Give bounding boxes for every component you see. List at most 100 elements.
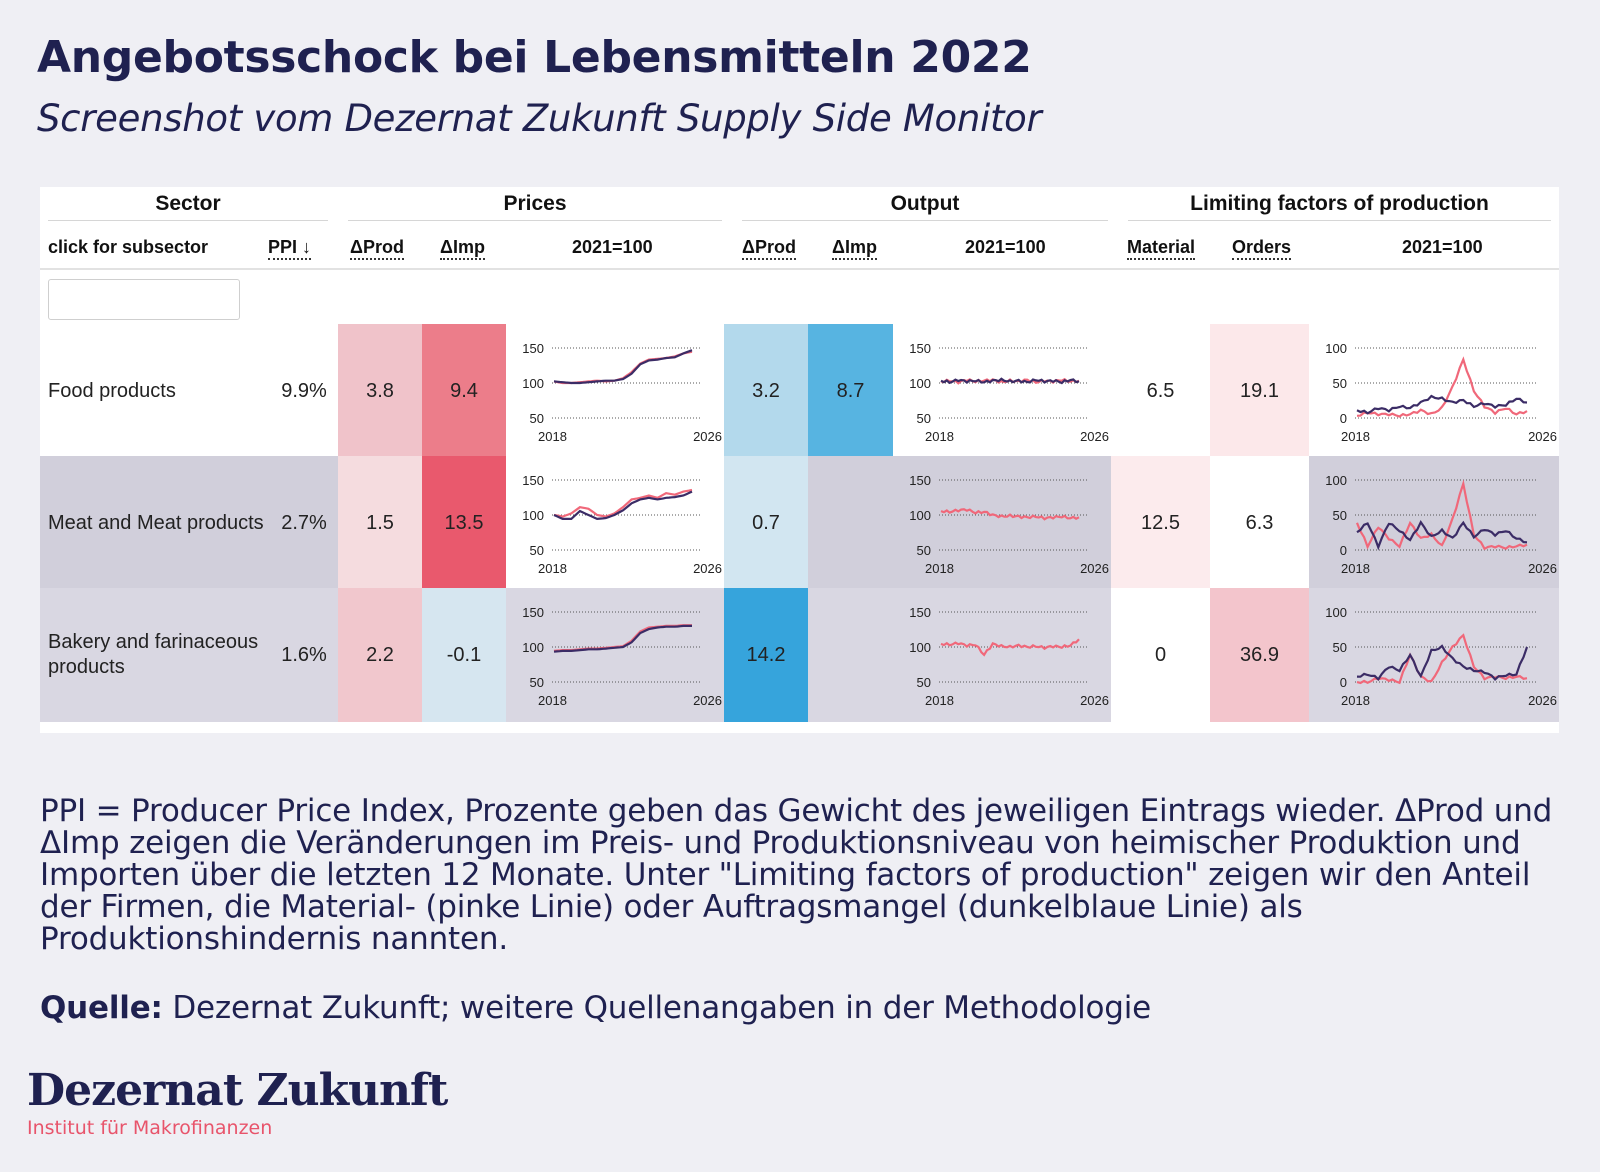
material-series-line [940,508,1080,521]
sector-name[interactable]: Meat and Meat products [48,511,264,534]
column-header-output-imp[interactable]: ΔImp [832,225,877,269]
column-header-subsector: click for subsector [48,237,209,257]
y-tick-label: 50 [917,411,931,426]
output-sparkline-chart: 150 100 50 2018 2026 [893,324,1111,458]
column-header-orders[interactable]: Orders [1232,225,1292,269]
x-tick-label: 2018 [538,693,567,708]
page-title: Angebotsschock bei Lebensmitteln 2022 [37,32,1032,83]
y-tick-label: 100 [1325,341,1347,356]
y-tick-label: 50 [530,675,544,690]
output-prod-value: 14.2 [724,588,808,722]
output-sparkline-chart: 150 100 50 2018 2026 [893,588,1111,722]
y-tick-label: 150 [522,473,544,488]
y-tick-label: 50 [917,543,931,558]
limiting-sparkline-chart: 100 50 0 2018 2026 [1309,324,1559,458]
y-tick-label: 50 [1333,376,1347,391]
column-header-material[interactable]: Material [1127,225,1196,269]
column-header-prices-prod[interactable]: ΔProd [350,225,404,269]
x-tick-label: 2018 [538,561,567,576]
column-header-output-index: 2021=100 [965,237,1046,257]
x-tick-label: 2018 [925,429,954,444]
y-tick-label: 100 [909,376,931,391]
ppi-value: 1.6% [281,643,327,666]
material-series-line [940,638,1080,657]
header-divider [40,268,1559,270]
ppi-value: 9.9% [281,379,327,402]
x-tick-label: 2018 [1341,429,1370,444]
price-sparkline: 150 100 50 2018 2026 [506,588,724,722]
output-prod-value: 0.7 [724,456,808,590]
price-sparkline-chart: 150 100 50 2018 2026 [506,456,724,590]
price-sparkline-chart: 150 100 50 2018 2026 [506,324,724,458]
column-header-output-prod[interactable]: ΔProd [742,225,796,269]
subsector-filter-input[interactable] [48,279,240,320]
column-header-ppi[interactable]: PPI ↓ [268,225,312,269]
y-tick-label: 150 [909,605,931,620]
y-tick-label: 150 [909,473,931,488]
material-series-line [1355,479,1528,551]
prices-prod-value: 3.8 [338,324,422,458]
y-tick-label: 100 [522,376,544,391]
orders-series-line [1356,394,1528,415]
material-series-line [1356,356,1528,418]
orders-value: 19.1 [1210,324,1309,458]
orders-series-line [553,349,693,385]
prices-prod-value: 2.2 [338,588,422,722]
group-header-limiting-factors: Limiting factors of production [1120,187,1559,221]
x-tick-label: 2026 [1528,429,1557,444]
limiting-sparkline: 100 50 0 2018 2026 [1309,456,1559,590]
x-tick-label: 2018 [538,429,567,444]
orders-series-line [1356,520,1528,551]
logo-tagline: Institut für Makrofinanzen [27,1117,273,1139]
column-header-prices-index: 2021=100 [572,237,653,257]
x-tick-label: 2026 [1080,561,1109,576]
footnote: PPI = Producer Price Index, Prozente geb… [40,793,1553,957]
sector-name[interactable]: Food products [48,379,176,402]
table-row[interactable]: Food products 9.9% 3.8 9.4 150 100 50 2018 2026 3… [40,324,1559,458]
group-header-prices: Prices [340,187,730,221]
x-tick-label: 2018 [1341,693,1370,708]
output-prod-value: 3.2 [724,324,808,458]
orders-value: 36.9 [1210,588,1309,722]
limiting-sparkline-chart: 100 50 0 2018 2026 [1309,456,1559,590]
group-header-output: Output [734,187,1116,221]
orders-series-line [1356,644,1529,682]
y-tick-label: 150 [522,341,544,356]
prices-imp-value: 9.4 [422,324,506,458]
price-sparkline: 150 100 50 2018 2026 [506,324,724,458]
y-tick-label: 100 [1325,473,1347,488]
x-tick-label: 2026 [1080,429,1109,444]
x-tick-label: 2026 [693,429,722,444]
table-row[interactable]: Meat and Meat products 2.7% 1.5 13.5 150 100 5… [40,456,1559,590]
y-tick-label: 100 [522,508,544,523]
group-header-sector: Sector [40,187,336,221]
output-imp-value: 8.7 [808,324,893,458]
y-tick-label: 50 [1333,508,1347,523]
orders-series-line [553,624,692,653]
limiting-sparkline-chart: 100 50 0 2018 2026 [1309,588,1559,722]
output-sparkline: 150 100 50 2018 2026 [893,324,1111,458]
x-tick-label: 2018 [925,561,954,576]
y-tick-label: 100 [522,640,544,655]
y-tick-label: 0 [1340,411,1347,426]
ppi-value: 2.7% [281,511,327,534]
column-header-prices-imp[interactable]: ΔImp [440,225,485,269]
x-tick-label: 2026 [1528,693,1557,708]
y-tick-label: 50 [1333,640,1347,655]
x-tick-label: 2018 [1341,561,1370,576]
output-imp-value [808,456,893,590]
material-value: 6.5 [1111,324,1210,458]
y-tick-label: 100 [909,508,931,523]
prices-imp-value: -0.1 [422,588,506,722]
y-tick-label: 0 [1340,675,1347,690]
material-value: 0 [1111,588,1210,722]
output-sparkline: 150 100 50 2018 2026 [893,588,1111,722]
output-sparkline-chart: 150 100 50 2018 2026 [893,456,1111,590]
dezernat-zukunft-logo: Dezernat Zukunft [27,1065,448,1116]
prices-imp-value: 13.5 [422,456,506,590]
orders-series-line [553,490,693,521]
table-row[interactable]: Bakery and farinaceous products 1.6% 2.2 -0… [40,588,1559,722]
page-subtitle: Screenshot vom Dezernat Zukunft Supply S… [37,97,1042,140]
sector-name[interactable]: Bakery and farinaceous products [48,631,259,678]
y-tick-label: 100 [1325,605,1347,620]
